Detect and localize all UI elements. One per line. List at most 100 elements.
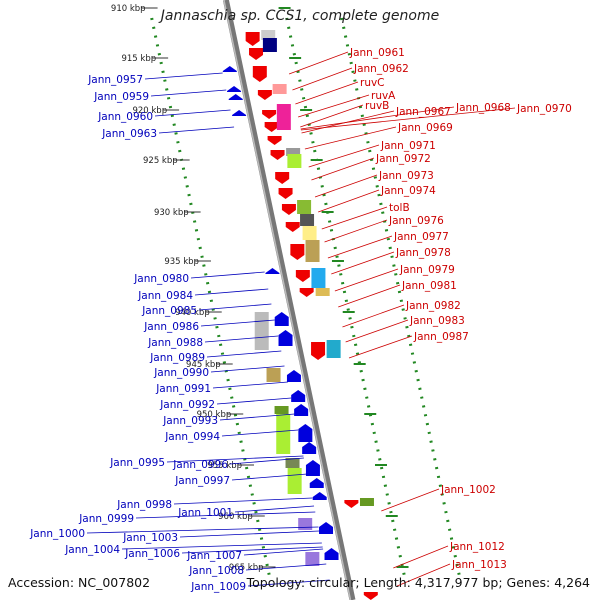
left-gene-label: Jann_0960 (97, 111, 153, 123)
right-gene-label: Jann_0976 (388, 215, 444, 227)
left-gene-label: Jann_0986 (143, 321, 199, 333)
reverse-gene-arrow (294, 404, 309, 416)
left-leader-line (198, 303, 272, 311)
left-gene-label: Jann_1000 (29, 528, 85, 540)
left-leader-line (243, 548, 324, 556)
right-leader-line (292, 67, 353, 91)
gene-block (262, 38, 277, 52)
right-leader-line (300, 107, 516, 131)
right-gene-label: Jann_0968 (455, 102, 511, 114)
right-gene-label: Jann_0978 (395, 247, 451, 259)
forward-gene-arrow (262, 110, 277, 119)
forward-gene-arrow (278, 188, 293, 199)
right-leader-line (348, 335, 413, 359)
forward-gene-arrow (267, 136, 282, 145)
topology-label: Topology: circular; Length: 4,317,977 bp… (246, 575, 590, 590)
left-leader-line (121, 542, 322, 550)
left-leader-line (144, 72, 223, 80)
forward-gene-arrow (245, 32, 260, 46)
gene-block-reverse (254, 312, 269, 350)
forward-gene-arrow (363, 592, 378, 600)
accession-label: Accession: NC_007802 (8, 575, 151, 590)
forward-gene-arrow (344, 500, 359, 508)
left-gene-label: Jann_0994 (164, 431, 220, 443)
right-gene-label: Jann_0962 (353, 63, 409, 75)
left-leader-line (181, 546, 323, 554)
gene-block (287, 154, 302, 168)
left-leader-line (234, 505, 315, 513)
reverse-gene-arrow (278, 330, 293, 346)
left-leader-line (210, 365, 285, 373)
left-leader-line (216, 397, 292, 405)
right-leader-line (300, 106, 455, 130)
reverse-gene-arrow (228, 94, 243, 100)
scale-tick-label: 945 kbp (186, 360, 221, 370)
left-leader-line (245, 563, 327, 571)
right-leader-line (318, 189, 380, 213)
gene-block (326, 340, 341, 358)
right-gene-label: Jann_0977 (393, 231, 449, 243)
right-leader-line (295, 81, 359, 105)
gene-block (302, 226, 317, 240)
forward-gene-arrow (275, 172, 290, 184)
gene-block-reverse (298, 518, 313, 530)
forward-gene-arrow (299, 288, 314, 297)
left-leader-line (200, 319, 275, 327)
reverse-gene-arrow (302, 442, 317, 454)
right-gene-label: Jann_0983 (409, 315, 465, 327)
left-leader-line (231, 473, 308, 481)
left-gene-label: Jann_0985 (141, 305, 197, 317)
right-gene-label: Jann_0970 (516, 103, 572, 115)
forward-gene-arrow (270, 150, 285, 160)
reverse-gene-arrow (222, 66, 237, 72)
scale-tick-label: 915 kbp (121, 54, 156, 64)
left-leader-line (179, 530, 320, 538)
right-leader-line (331, 251, 395, 275)
right-gene-label: ruvC (360, 77, 385, 89)
left-leader-line (219, 413, 295, 421)
right-leader-line (288, 51, 349, 75)
page-title: Jannaschia sp. CCS1, complete genome (160, 8, 440, 24)
right-gene-label: Jann_0974 (380, 185, 436, 197)
left-leader-line (173, 497, 313, 505)
right-leader-line (327, 235, 393, 259)
gene-block-reverse (305, 552, 320, 566)
right-gene-label: Jann_0967 (395, 106, 451, 118)
forward-gene-arrow (311, 342, 326, 360)
left-gene-label: Jann_0989 (149, 352, 205, 364)
right-leader-line (396, 563, 451, 587)
gene-block (311, 268, 326, 288)
left-leader-line (158, 126, 235, 134)
reverse-gene-arrow (312, 492, 327, 500)
scale-tick-label: 910 kbp (111, 4, 146, 14)
gene-block (276, 104, 291, 130)
gene-block (305, 240, 320, 262)
right-leader-line (308, 144, 380, 168)
scale-guide-line (285, 17, 407, 581)
right-gene-label: Jann_1013 (451, 559, 507, 571)
left-leader-line (221, 429, 299, 437)
scale-tick-label: 965 kbp (229, 563, 264, 573)
right-gene-label: Jann_0981 (401, 280, 457, 292)
left-gene-label: Jann_0993 (162, 415, 218, 427)
left-gene-label: Jann_0984 (137, 290, 193, 302)
right-gene-label: Jann_0961 (349, 47, 405, 59)
left-gene-label: Jann_1004 (64, 544, 120, 556)
scale-tick-label: 960 kbp (218, 512, 253, 522)
scale-tick-label: 920 kbp (132, 106, 167, 116)
left-gene-label: Jann_0990 (153, 367, 209, 379)
right-leader-line (334, 268, 399, 292)
reverse-gene-arrow (274, 312, 289, 326)
gene-block (359, 498, 374, 506)
gene-block-reverse (274, 406, 289, 414)
left-leader-line (154, 109, 231, 117)
gene-block (261, 30, 276, 40)
reverse-gene-arrow (298, 424, 313, 442)
left-gene-label: Jann_0995 (109, 457, 165, 469)
right-leader-line (381, 488, 440, 512)
forward-gene-arrow (285, 222, 300, 232)
left-leader-line (194, 288, 269, 296)
forward-gene-arrow (295, 270, 310, 282)
reverse-gene-arrow (319, 522, 334, 534)
